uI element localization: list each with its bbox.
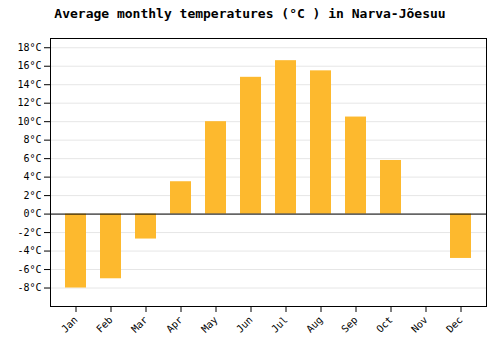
svg-text:4°C: 4°C bbox=[23, 171, 41, 182]
svg-text:18°C: 18°C bbox=[17, 42, 41, 53]
svg-text:8°C: 8°C bbox=[23, 134, 41, 145]
svg-text:-4°C: -4°C bbox=[17, 245, 41, 256]
svg-text:Feb: Feb bbox=[94, 314, 115, 335]
svg-text:-8°C: -8°C bbox=[17, 282, 41, 293]
svg-text:Jul: Jul bbox=[269, 314, 290, 335]
svg-text:Mar: Mar bbox=[129, 314, 150, 335]
svg-text:Nov: Nov bbox=[409, 314, 430, 335]
svg-text:Sep: Sep bbox=[339, 314, 360, 335]
svg-text:Jan: Jan bbox=[59, 314, 80, 335]
svg-text:May: May bbox=[199, 314, 220, 335]
svg-text:-6°C: -6°C bbox=[17, 264, 41, 275]
svg-text:16°C: 16°C bbox=[17, 60, 41, 71]
svg-text:12°C: 12°C bbox=[17, 97, 41, 108]
svg-text:14°C: 14°C bbox=[17, 79, 41, 90]
svg-text:6°C: 6°C bbox=[23, 153, 41, 164]
svg-text:Apr: Apr bbox=[164, 314, 185, 335]
svg-text:0°C: 0°C bbox=[23, 208, 41, 219]
svg-text:-2°C: -2°C bbox=[17, 227, 41, 238]
svg-text:Aug: Aug bbox=[304, 314, 325, 335]
svg-text:2°C: 2°C bbox=[23, 190, 41, 201]
html-text:Average monthly temperatures (: Average monthly temperatures (°C ) in Na… bbox=[54, 6, 446, 21]
svg-text:10°C: 10°C bbox=[17, 116, 41, 127]
svg-text:Dec: Dec bbox=[444, 314, 465, 335]
svg-text:Oct: Oct bbox=[374, 314, 395, 335]
svg-text:Jun: Jun bbox=[234, 314, 255, 335]
